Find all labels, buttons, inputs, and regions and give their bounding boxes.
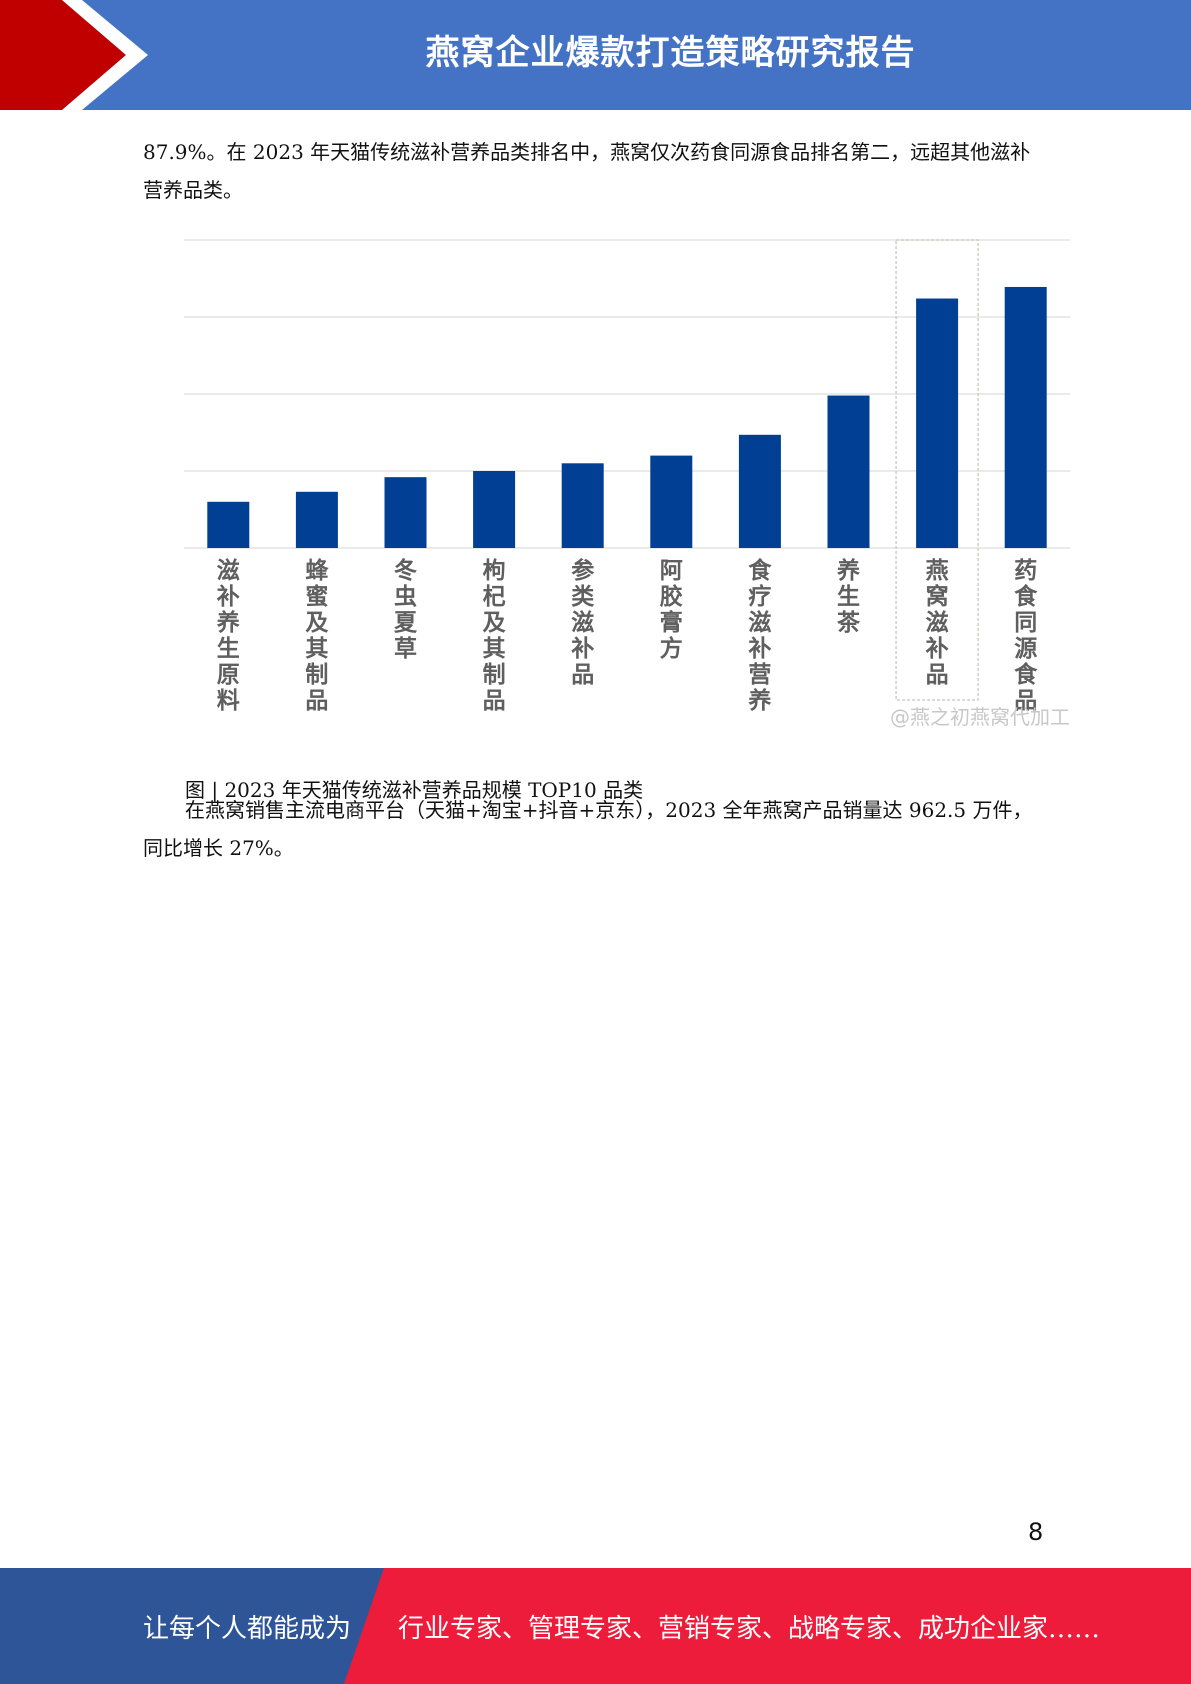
page-header: 燕窝企业爆款打造策略研究报告 [0,0,1191,110]
bar [561,463,604,548]
footer-slogan-right: 行业专家、管理专家、营销专家、战略专家、成功企业家…… [398,1614,1101,1644]
bar [738,434,781,548]
bar [207,501,250,548]
body-paragraph-1: 87.9%。在 2023 年天猫传统滋补营养品类排名中，燕窝仅次药食同源食品排名… [143,140,1031,202]
category-label: 参类滋补品 [571,557,594,688]
category-label: 药食同源食品 [1014,558,1038,714]
bar [650,455,693,548]
category-label: 阿胶膏方 [660,558,683,662]
category-label: 养生茶 [836,557,861,636]
bar-chart: 滋补养生原料 蜂蜜及其制品 冬虫夏草 枸杞及其制品 参类滋补品 阿胶膏方 食疗滋补营养 养生茶… [184,239,1070,729]
category-label: 食疗滋补营养 [747,557,772,714]
watermark-text: @燕之初燕窝代加工 [890,705,1070,729]
bar [1004,286,1047,548]
figure-caption: 图 | 2023 年天猫传统滋补营养品规模 TOP10 品类 [185,778,644,802]
bar [827,395,870,548]
category-label: 枸杞及其制品 [483,557,506,714]
category-label: 蜂蜜及其制品 [305,557,329,714]
category-label: 冬虫夏草 [394,557,418,662]
bar [295,491,338,548]
category-label: 滋补养生原料 [216,557,240,714]
highlight-box [895,239,979,701]
bar [384,477,427,548]
footer-slogan-left: 让每个人都能成为 [143,1614,352,1644]
header-chevron-graphic [0,0,148,110]
body-paragraph-2: 在燕窝销售主流电商平台（天猫+淘宝+抖音+京东），2023 全年燕窝产品销量达 … [143,798,1033,860]
bar [916,298,959,548]
category-label: 燕窝滋补品 [926,558,949,688]
page-number: 8 [1028,1518,1044,1546]
bar [473,471,516,548]
page-footer: 让每个人都能成为 行业专家、管理专家、营销专家、战略专家、成功企业家…… [0,1568,1191,1684]
footer-background [0,1568,1191,1684]
report-title: 燕窝企业爆款打造策略研究报告 [425,33,916,73]
